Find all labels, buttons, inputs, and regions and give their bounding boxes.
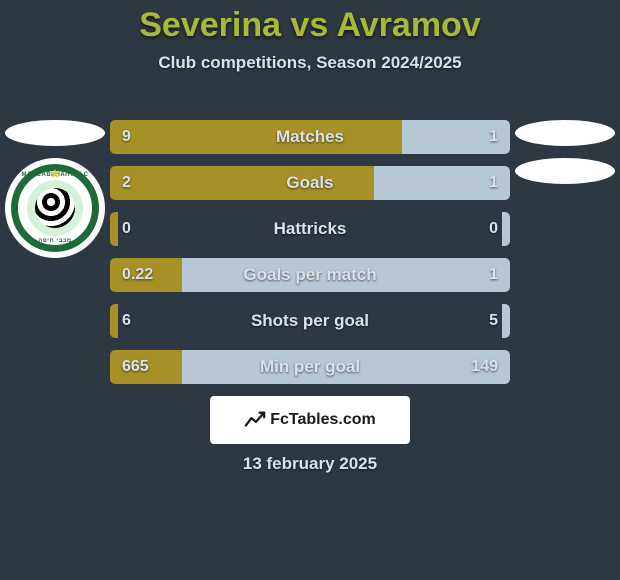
stat-label: Matches	[110, 120, 510, 154]
chart-icon	[244, 409, 266, 431]
stat-value-right: 149	[471, 350, 498, 384]
page-root: Severina vs Avramov Club competitions, S…	[0, 0, 620, 580]
stat-row: Matches9 1	[110, 120, 510, 154]
stat-value-left: 0.22	[122, 258, 153, 292]
stats-container: Matches91Goals21Hattricks00Goals per mat…	[110, 120, 510, 384]
stat-value-left: 9	[122, 120, 131, 154]
subtitle: Club competitions, Season 2024/2025	[0, 53, 620, 73]
stat-value-right: 0	[489, 212, 498, 246]
player-b-name: Avramov	[336, 6, 480, 44]
page-title: Severina vs Avramov	[0, 0, 620, 45]
stat-value-left: 0	[122, 212, 131, 246]
stat-value-left: 2	[122, 166, 131, 200]
stat-value-right: 5	[489, 304, 498, 338]
player-b-flag-placeholder	[515, 120, 615, 146]
player-a-flag-placeholder	[5, 120, 105, 146]
stat-value-left: 6	[122, 304, 131, 338]
player-a-name: Severina	[139, 6, 281, 44]
stat-value-right: 1	[489, 258, 498, 292]
stat-row: Min per goal665 149	[110, 350, 510, 384]
left-column: MACCABI HAIFA F.C ★ מכבי חיפה	[0, 120, 110, 258]
club-badge-text-bottom: מכבי חיפה	[5, 238, 105, 244]
stat-value-right: 1	[489, 166, 498, 200]
player-b-club-placeholder	[515, 158, 615, 184]
stat-label: Goals per match	[110, 258, 510, 292]
stat-row: Hattricks0 0	[110, 212, 510, 246]
stat-row: Shots per goal6 5	[110, 304, 510, 338]
source-brand-text: FcTables.com	[270, 411, 376, 429]
source-badge: FcTables.com	[210, 396, 410, 444]
stat-label: Shots per goal	[110, 304, 510, 338]
vs-text: vs	[290, 6, 328, 44]
stat-row: Goals2 1	[110, 166, 510, 200]
stat-label: Hattricks	[110, 212, 510, 246]
stat-label: Min per goal	[110, 350, 510, 384]
club-badge-ball-icon	[35, 188, 75, 228]
player-a-club-badge: MACCABI HAIFA F.C ★ מכבי חיפה	[5, 158, 105, 258]
stat-value-right: 1	[489, 120, 498, 154]
right-column	[510, 120, 620, 184]
stat-value-left: 665	[122, 350, 149, 384]
date-text: 13 february 2025	[0, 454, 620, 474]
stat-row: Goals per match0.22 1	[110, 258, 510, 292]
stat-label: Goals	[110, 166, 510, 200]
